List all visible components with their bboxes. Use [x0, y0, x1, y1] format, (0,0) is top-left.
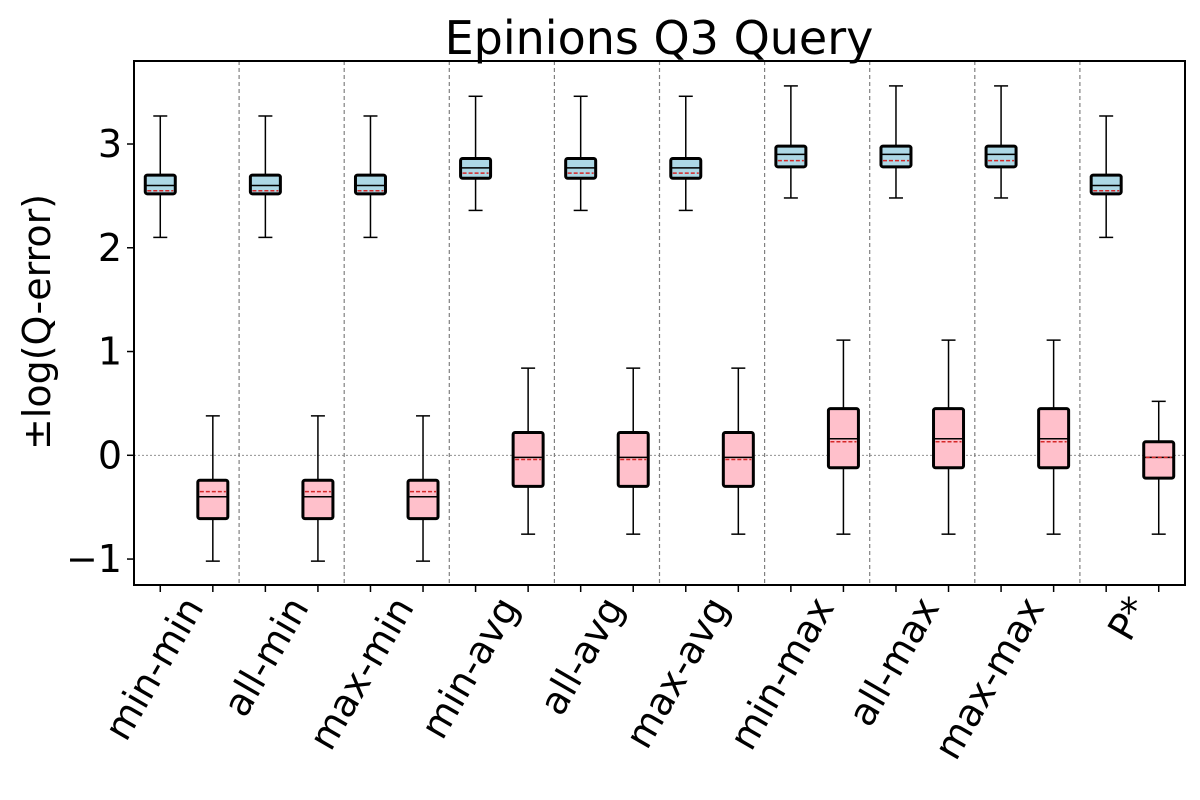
iqr-box: [1089, 173, 1123, 196]
box-all-max-upper: [879, 85, 913, 199]
iqr-box: [406, 478, 440, 521]
box-min-min-lower: [196, 415, 230, 562]
box-max-max-upper: [984, 85, 1018, 199]
iqr-box: [353, 173, 387, 196]
box-max-min-upper: [353, 115, 387, 239]
iqr-box: [1142, 440, 1176, 480]
x-tick-label: max-min: [300, 590, 422, 758]
y-tick-label: 3: [98, 122, 122, 166]
iqr-box: [196, 478, 230, 521]
box-max-avg-upper: [669, 95, 703, 212]
x-tick-label: min-avg: [412, 590, 528, 746]
box-min-max-upper: [774, 85, 808, 199]
x-tick-label: P*: [1099, 590, 1158, 648]
box-all-min-lower: [301, 415, 335, 562]
x-tick-label: all-max: [839, 590, 948, 734]
box-all-avg-lower: [616, 367, 650, 535]
chart-title: Epinions Q3 Query: [445, 11, 874, 65]
box-min-avg-lower: [511, 367, 545, 535]
iqr-box: [984, 144, 1018, 169]
x-tick-label: min-min: [96, 590, 213, 748]
box-max-max-lower: [1037, 339, 1071, 535]
box-min-max-lower: [826, 339, 860, 535]
box-P*-upper: [1089, 115, 1123, 239]
box-all-avg-upper: [564, 95, 598, 212]
box-max-min-lower: [406, 415, 440, 562]
plot-area: [133, 60, 1186, 586]
iqr-box: [879, 144, 913, 169]
box-min-avg-upper: [459, 95, 493, 212]
box-max-avg-lower: [721, 367, 755, 535]
axes-frame: [133, 60, 1186, 586]
box-all-min-upper: [248, 115, 282, 239]
y-axis-label: ±log(Q-error): [15, 194, 59, 450]
x-tick-label: all-avg: [531, 590, 633, 723]
box-all-max-lower: [932, 339, 966, 535]
iqr-box: [301, 478, 335, 521]
x-tick-label: max-avg: [617, 590, 738, 756]
y-tick-label: 1: [98, 330, 122, 374]
x-tick-label: all-min: [214, 590, 317, 724]
x-tick-label: min-max: [721, 590, 843, 758]
iqr-box: [248, 173, 282, 196]
y-axis: −1 0 1 2 3: [66, 122, 134, 581]
box-P*-lower: [1142, 400, 1176, 535]
y-tick-label: −1: [66, 537, 122, 581]
iqr-box: [143, 173, 177, 196]
iqr-box: [774, 144, 808, 169]
y-tick-label: 2: [98, 226, 122, 270]
box-min-min-upper: [143, 115, 177, 239]
y-tick-label: 0: [98, 433, 122, 477]
